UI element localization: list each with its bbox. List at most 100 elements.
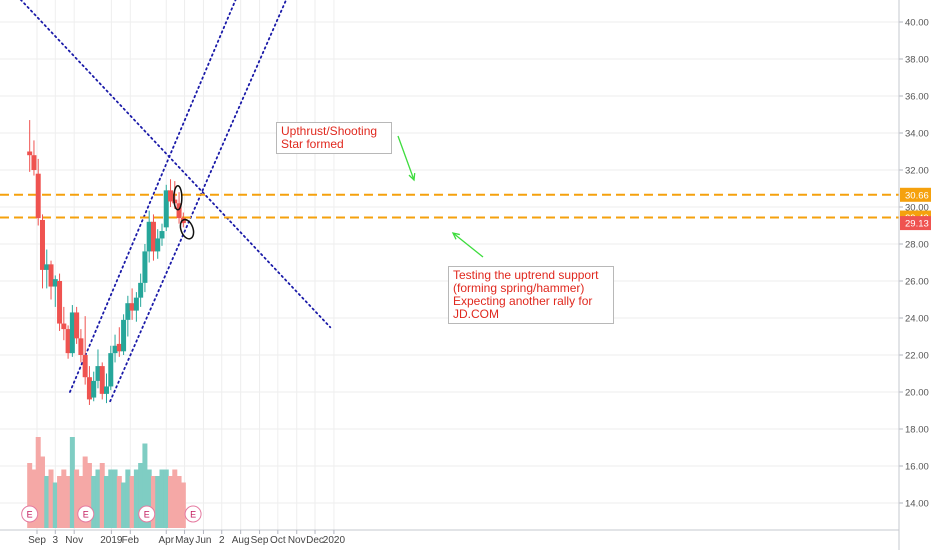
candle-body <box>74 312 80 339</box>
candle-body <box>129 303 135 311</box>
x-tick-label: Aug <box>232 535 250 546</box>
candle <box>74 306 80 344</box>
x-tick-label: May <box>175 535 194 546</box>
candle <box>108 345 114 391</box>
candle-body <box>146 221 152 252</box>
candle-body <box>91 380 97 398</box>
candle <box>78 329 84 363</box>
volume-bar <box>78 476 84 528</box>
y-tick-label: 20.00 <box>905 388 929 399</box>
price-tag-text: 30.66 <box>905 190 929 201</box>
candle <box>159 223 165 246</box>
price-axis[interactable]: 14.00 16.00 18.00 20.00 22.00 24.00 26.00 28.00… <box>898 0 929 550</box>
x-tick-label: Sep <box>28 535 46 546</box>
earnings-label: E <box>190 510 196 520</box>
volume-bars <box>27 437 186 528</box>
candle <box>35 158 41 226</box>
highlight-circle <box>179 218 195 240</box>
x-tick-label: Nov <box>65 535 83 546</box>
candle <box>65 325 71 359</box>
volume-bar <box>108 469 114 528</box>
volume-bar <box>146 469 152 528</box>
annotation-line: Upthrust/Shooting <box>281 124 378 138</box>
candle-body <box>150 221 156 252</box>
candle <box>116 327 122 357</box>
candle-body <box>86 377 92 400</box>
earnings-marker: E <box>184 505 202 523</box>
horizontal-levels <box>0 193 899 219</box>
y-tick-label: 22.00 <box>905 351 929 362</box>
trendlines <box>19 0 332 403</box>
earnings-label: E <box>83 510 89 520</box>
y-tick-label: 30.00 <box>905 203 929 214</box>
earnings-marker: E <box>138 505 156 523</box>
candle <box>150 214 156 261</box>
candle-body <box>125 303 131 320</box>
x-tick-label: Dec <box>306 535 324 546</box>
candle <box>168 179 174 207</box>
candle-body <box>163 190 169 228</box>
candle <box>82 316 88 385</box>
earnings-label: E <box>27 510 33 520</box>
y-tick-label: 14.00 <box>905 499 929 510</box>
volume-bar <box>99 463 105 528</box>
candle-body <box>82 355 88 378</box>
volume-bar <box>27 463 33 528</box>
annotation-line: Star formed <box>281 137 344 151</box>
y-tick-label: 24.00 <box>905 314 929 325</box>
candle-body <box>176 203 182 219</box>
volume-bar <box>163 469 169 528</box>
volume-bar <box>180 482 186 528</box>
candle <box>125 295 131 337</box>
candle <box>163 184 169 232</box>
volume-bar <box>95 469 101 528</box>
candle-body <box>48 264 54 287</box>
x-tick-label: Apr <box>158 535 174 546</box>
price-tag: 29.13 <box>900 216 931 231</box>
volume-bar <box>35 437 41 528</box>
annotation-marks <box>173 135 484 258</box>
candle-body <box>142 251 148 283</box>
y-tick-label: 32.00 <box>905 166 929 177</box>
x-tick-label: Nov <box>288 535 306 546</box>
candle-body <box>35 173 41 219</box>
arrow-head <box>408 172 416 182</box>
candle <box>95 349 101 389</box>
candle-body <box>112 345 118 354</box>
candle-body <box>61 323 67 330</box>
candle <box>48 260 54 300</box>
annotation-line: Expecting another rally for <box>453 294 593 308</box>
volume-bar <box>176 476 182 528</box>
trendline-channel-upper <box>69 0 237 393</box>
price-tag-bg <box>900 187 931 202</box>
volume-bar <box>44 476 50 528</box>
annotation-upthrust: Upthrust/Shooting Star formed <box>276 122 392 154</box>
candle-body <box>155 238 161 252</box>
price-tag: 30.66 <box>900 187 931 202</box>
earnings-circle <box>138 505 156 523</box>
candle-body <box>168 190 174 202</box>
candle-body <box>133 297 139 311</box>
time-axis[interactable]: Sep 3 Nov 2019 Feb Apr May Jun 2 Aug Sep Oct Nov Dec2… <box>0 529 899 546</box>
price-tag-text: 29.13 <box>905 219 929 230</box>
x-tick-label: Jun <box>195 535 211 546</box>
y-tick-label: 16.00 <box>905 462 929 473</box>
candle <box>69 305 75 357</box>
volume-bar <box>61 469 67 528</box>
candle <box>133 292 139 322</box>
candle <box>104 373 110 404</box>
candle <box>31 140 37 176</box>
candle-body <box>116 343 122 352</box>
candle <box>146 210 152 263</box>
x-tick-label: 3 <box>53 535 59 546</box>
y-tick-label: 38.00 <box>905 55 929 66</box>
volume-bar <box>57 476 63 528</box>
x-tick-label: Oct <box>270 535 286 546</box>
x-tick-label: 2020 <box>323 535 346 546</box>
price-tag-bg <box>900 216 931 231</box>
earnings-marker: E <box>21 505 39 523</box>
annotation-line: JD.COM <box>453 307 499 321</box>
y-tick-label: 40.00 <box>905 18 929 29</box>
